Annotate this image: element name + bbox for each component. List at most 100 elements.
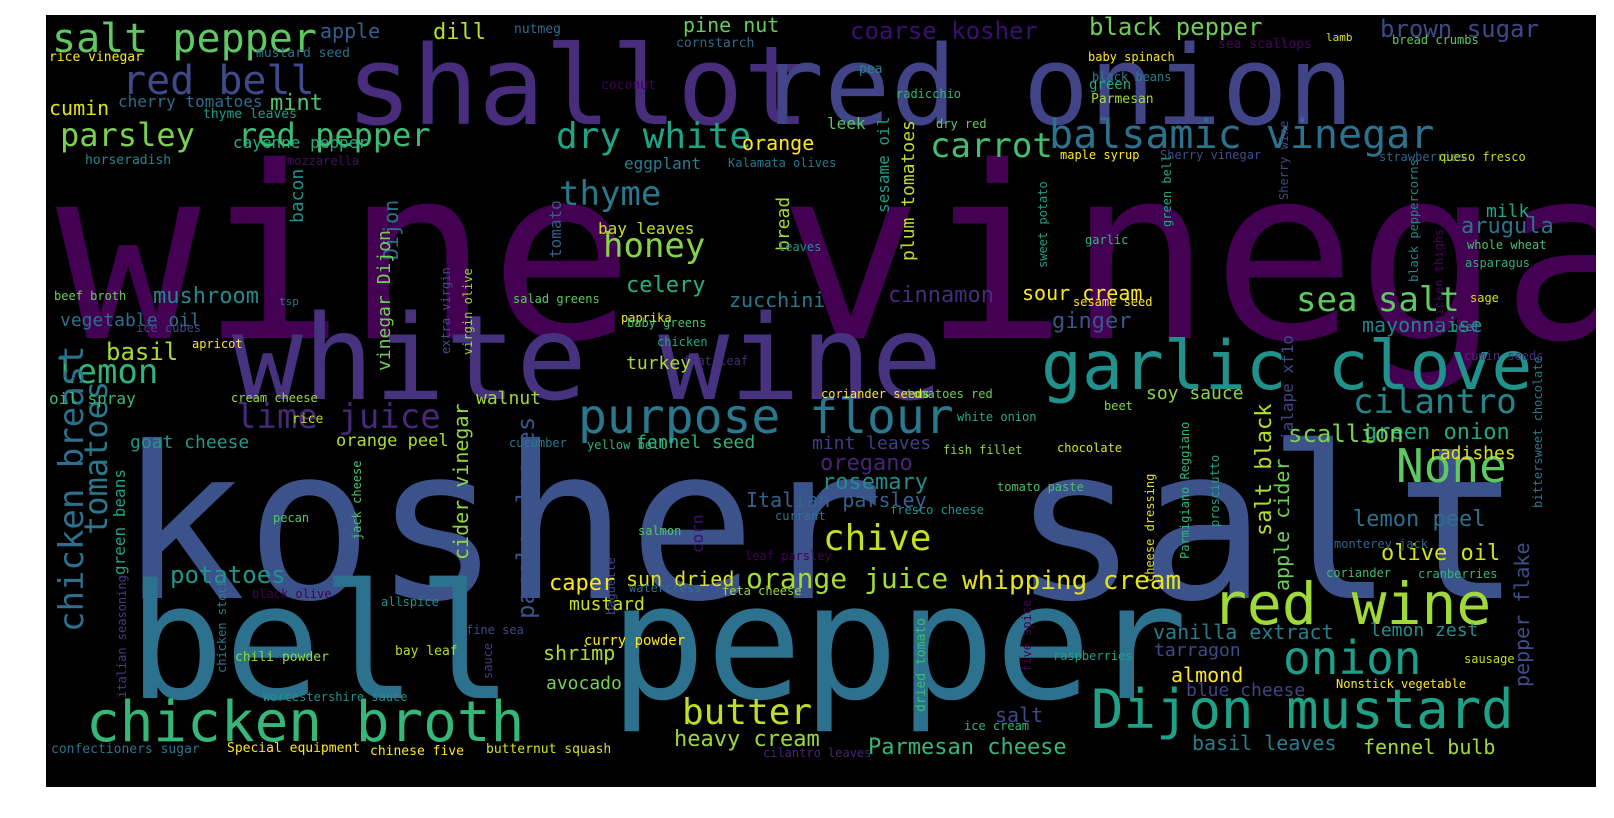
cloud-word: milk	[1486, 201, 1530, 222]
cloud-word: lamb	[1326, 31, 1353, 44]
cloud-word: orange juice	[746, 562, 949, 595]
cloud-word: ginger	[1052, 309, 1132, 334]
cloud-word: oil spray	[49, 389, 136, 408]
cloud-word: sweet potato	[1036, 181, 1050, 268]
cloud-word: turkey	[626, 353, 692, 374]
cloud-word: purpose flour	[578, 389, 954, 445]
cloud-word: mushroom	[153, 284, 259, 309]
cloud-word: parsley	[60, 116, 195, 154]
cloud-word: jack cheese	[350, 460, 364, 540]
cloud-word: baguette	[604, 557, 618, 615]
cloud-word: leaves	[778, 240, 822, 254]
cloud-word: pecan	[273, 511, 310, 525]
cloud-word: monterey jack	[1334, 537, 1428, 551]
cloud-word: ice cream	[964, 719, 1030, 733]
cloud-word: red bell	[122, 58, 315, 104]
cloud-word: white wine	[232, 289, 943, 427]
cloud-word: Parmesan	[1091, 92, 1154, 107]
cloud-word: sesame seed	[1073, 295, 1153, 309]
cloud-word: queso fresco	[1439, 150, 1526, 164]
cloud-word: italian seasoning	[115, 575, 129, 698]
cloud-word: olive oil	[1381, 541, 1501, 566]
cloud-word: garlic clove	[1041, 327, 1533, 406]
cloud-word: garlic	[1085, 233, 1129, 247]
cloud-word: mayonnaise	[1362, 313, 1483, 337]
cloud-word: black peppercorns	[1407, 159, 1421, 282]
cloud-word: whole wheat	[1467, 238, 1547, 252]
cloud-word: cornstarch	[676, 36, 755, 51]
cloud-word: lemon zest	[1370, 620, 1479, 641]
cloud-word: eggplant	[624, 154, 702, 173]
cloud-word: almond	[1171, 663, 1244, 687]
cloud-word: avocado	[546, 673, 622, 694]
cloud-word: mint leaves	[812, 433, 932, 454]
cloud-word: sauce	[481, 642, 495, 679]
cloud-word: raspberries	[1053, 649, 1133, 663]
cloud-word: chive	[823, 518, 932, 559]
cloud-word: lemon peel	[1353, 507, 1486, 532]
cloud-word: red wine	[1212, 570, 1492, 638]
cloud-word: currant	[775, 509, 826, 523]
cloud-word: walnut	[476, 388, 542, 409]
cloud-word: Parmigiano Reggiano	[1178, 421, 1192, 559]
cloud-word: butter	[682, 692, 813, 733]
cloud-word: white onion	[957, 410, 1037, 424]
cloud-word: leek	[827, 114, 866, 133]
cloud-word: Sherry vinegar	[1160, 148, 1262, 162]
cloud-word: cheese dressing	[1143, 473, 1157, 582]
cloud-word: dried tomato	[914, 618, 929, 712]
cloud-word: thyme leaves	[203, 107, 297, 122]
cloud-word: cinnamon	[888, 283, 994, 308]
cloud-word: chicken	[657, 335, 708, 349]
cloud-word: shrimp	[543, 641, 616, 665]
cloud-word: fine sea	[466, 623, 524, 637]
cloud-word: rice	[292, 412, 324, 427]
cloud-word: honey	[603, 226, 706, 266]
cloud-word: confectioners sugar	[51, 742, 200, 757]
cloud-word: blue cheese	[1186, 680, 1306, 701]
cloud-word: sage	[1470, 291, 1499, 305]
cloud-word: thyme	[559, 174, 662, 214]
cloud-word: Italian parsley	[746, 488, 927, 512]
cloud-word: Worcestershire sauce	[263, 690, 408, 704]
cloud-word: bay leaves	[598, 219, 695, 238]
cloud-word: tomato	[546, 200, 565, 258]
cloud-word: tomato paste	[997, 480, 1084, 494]
cloud-word: caper	[549, 571, 616, 596]
cloud-word: plum tomatoes	[898, 120, 919, 261]
cloud-word: None	[1396, 439, 1507, 493]
cloud-word: goat cheese	[130, 432, 250, 453]
cloud-word: maple syrup	[1060, 148, 1140, 162]
cloud-word: butternut squash	[486, 742, 612, 757]
cloud-word: brown sugar	[1380, 15, 1539, 43]
cloud-word: Dijon mustard	[1091, 678, 1514, 741]
cloud-word: carrot	[930, 126, 1053, 166]
cloud-word: baby greens	[627, 316, 707, 330]
cloud-word: virgin olive	[461, 268, 475, 355]
cloud-word: ice cubes	[136, 321, 202, 335]
cloud-word: coconut	[601, 78, 656, 93]
cloud-word: basil leaves	[1192, 731, 1337, 755]
cloud-word: black pepper	[1089, 15, 1263, 41]
cloud-word: prosciutto	[1208, 454, 1222, 527]
cloud-word: dill	[433, 20, 486, 45]
cloud-word: strawberries	[1379, 150, 1466, 164]
cloud-word: paprika	[621, 311, 672, 325]
cloud-word: lemon	[56, 352, 159, 392]
cloud-word: green	[1089, 77, 1132, 93]
cloud-word: black olive	[252, 587, 332, 601]
cloud-word: arugula	[1461, 214, 1554, 239]
cloud-word: cumin seeds	[1464, 349, 1544, 363]
cloud-word: pine nut	[683, 15, 780, 37]
cloud-word: sea salt	[1296, 280, 1460, 320]
cloud-word: chicken stock	[215, 579, 229, 673]
cloud-word: five spice	[1020, 599, 1034, 672]
cloud-word: beet	[1104, 399, 1133, 413]
cloud-word: red pepper	[238, 116, 431, 154]
cloud-word: beef broth	[54, 289, 127, 303]
cloud-word: vegetable oil	[60, 310, 201, 331]
cloud-word: black beans	[1092, 70, 1172, 84]
cloud-word: orange peel	[336, 431, 449, 451]
cloud-word: bell pepper	[128, 549, 1188, 736]
cloud-word: baby spinach	[1088, 50, 1175, 64]
